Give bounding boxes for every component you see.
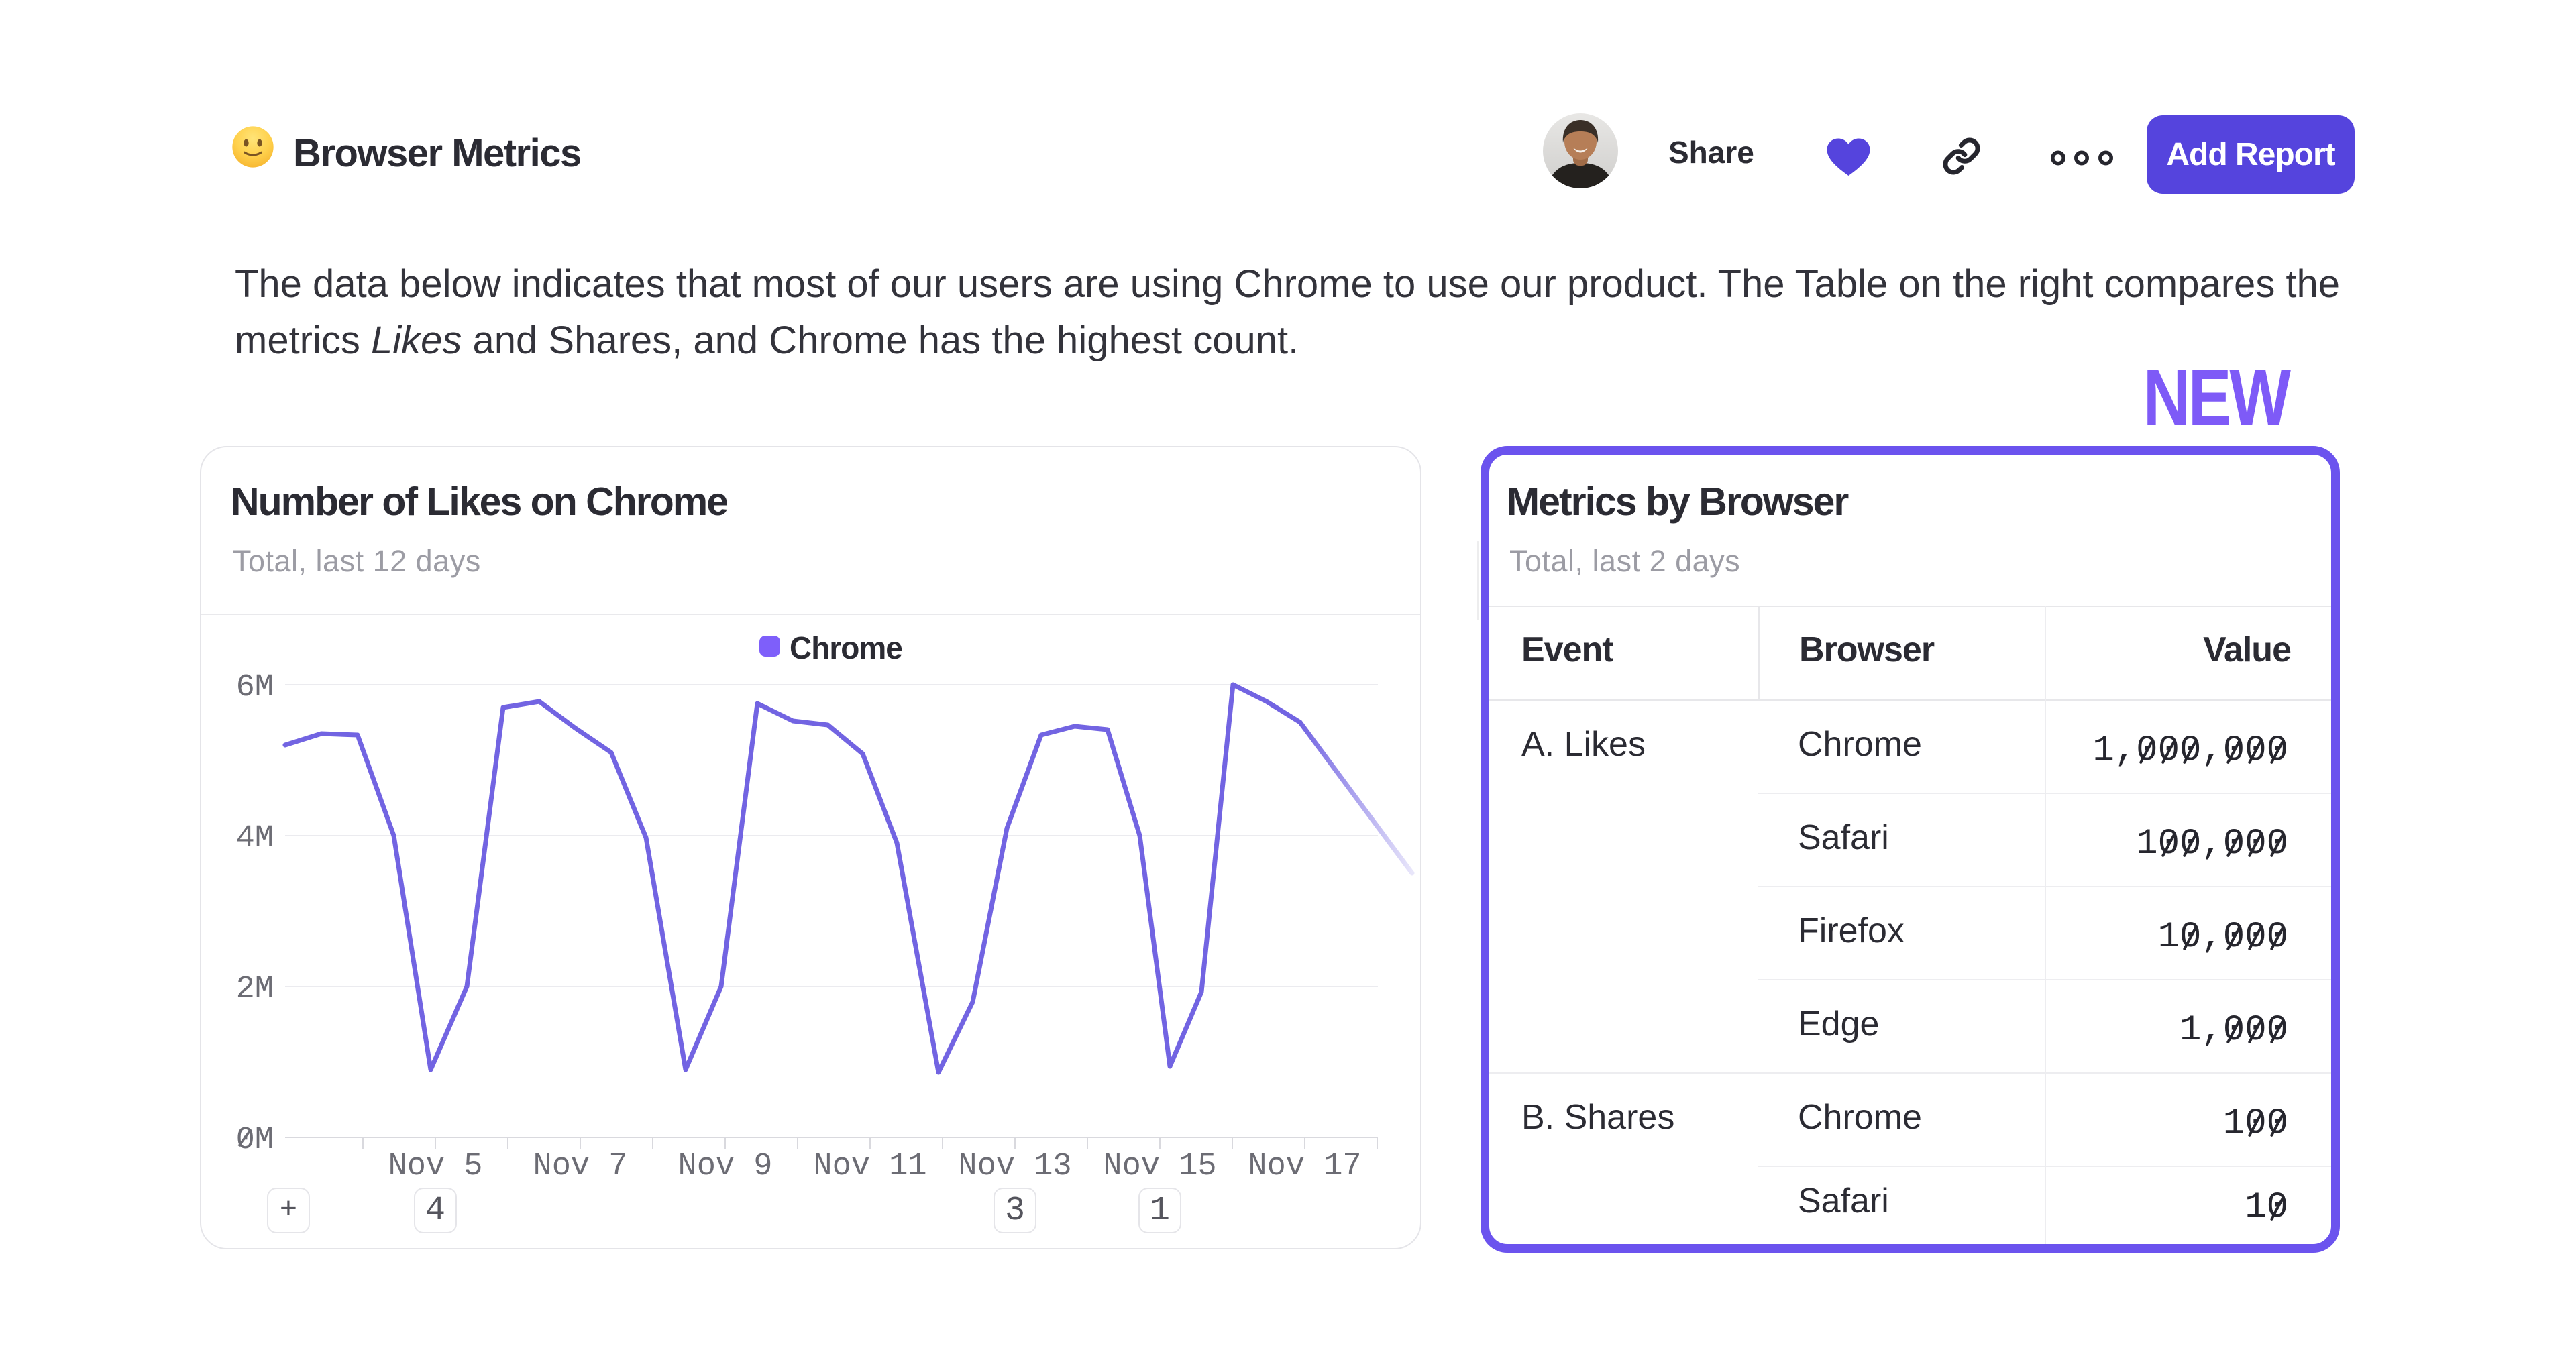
svg-text:Nov 11: Nov 11 — [813, 1149, 926, 1184]
svg-text:Nov 7: Nov 7 — [533, 1149, 627, 1184]
svg-text:Chrome: Chrome — [790, 630, 902, 665]
svg-text:Nov 5: Nov 5 — [388, 1149, 482, 1184]
svg-text:Nov 15: Nov 15 — [1103, 1149, 1216, 1184]
svg-text:Nov 17: Nov 17 — [1248, 1149, 1361, 1184]
svg-text:Nov 9: Nov 9 — [678, 1149, 772, 1184]
svg-text:4M: 4M — [236, 821, 274, 856]
svg-text:6M: 6M — [236, 670, 274, 705]
svg-text:2M: 2M — [236, 972, 274, 1007]
svg-text:Nov 13: Nov 13 — [958, 1149, 1071, 1184]
